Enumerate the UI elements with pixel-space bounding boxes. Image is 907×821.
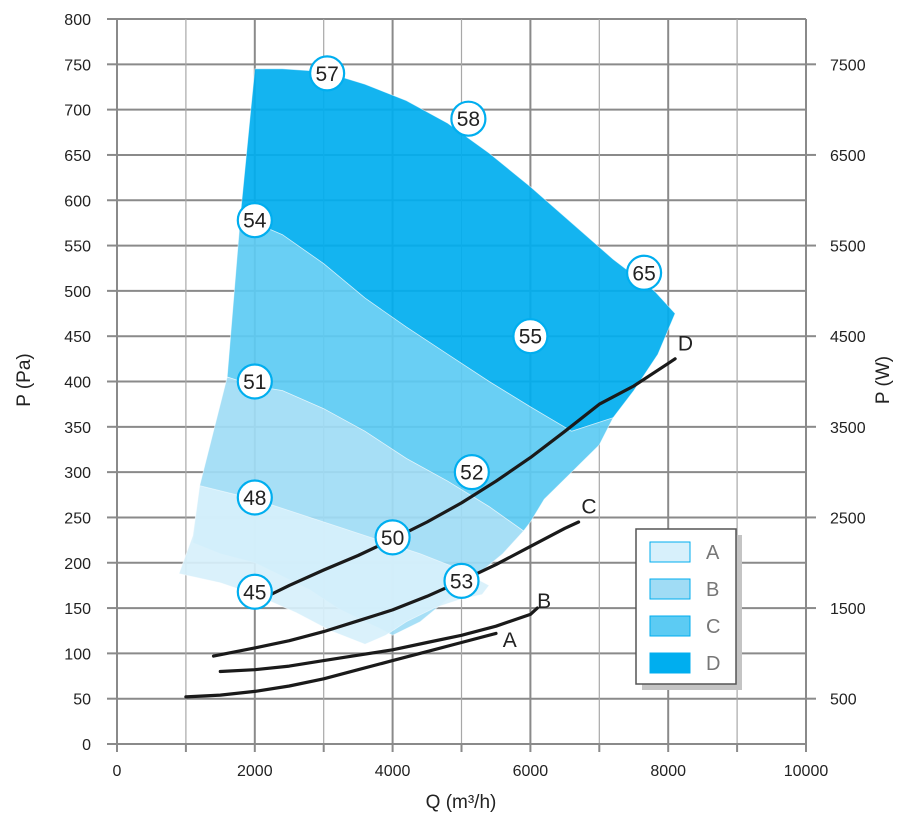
badge-label: 55: [519, 326, 542, 349]
curve-label-B: B: [537, 590, 551, 613]
y2-tick-label: 2500: [830, 510, 866, 527]
y2-tick-label: 7500: [830, 57, 866, 74]
curve-label-A: A: [503, 629, 517, 652]
legend-swatch: [649, 615, 691, 637]
badge-label: 54: [243, 210, 267, 233]
y-tick-label: 450: [64, 329, 91, 346]
y2-tick-label: 4500: [830, 329, 866, 346]
curve-D: [260, 357, 677, 601]
legend-swatch: [649, 578, 691, 600]
badge-circle: [450, 100, 487, 137]
badge-55: 55: [512, 318, 549, 355]
curve-label-C: C: [581, 496, 596, 519]
y2-tick-label: 5500: [830, 239, 866, 256]
curve-C: [211, 520, 581, 658]
x-tick-label: 2000: [237, 763, 273, 780]
x-tick-label: 8000: [650, 763, 686, 780]
curve-A: [184, 631, 498, 699]
y-tick-label: 50: [73, 692, 91, 709]
region-areas: [178, 68, 676, 645]
badge-label: 52: [460, 462, 483, 485]
y-tick-label: 550: [64, 239, 91, 256]
curve-label-D: D: [678, 332, 693, 355]
y-tick-label: 250: [64, 510, 91, 527]
x-tick-label: 10000: [784, 763, 829, 780]
badge-label: 48: [243, 487, 266, 510]
badge-58: 58: [450, 100, 487, 137]
legend-entry-B: B: [649, 578, 719, 601]
y2-tick-label: 6500: [830, 148, 866, 165]
badge-circle: [236, 363, 273, 400]
legend-entry-C: C: [649, 615, 720, 638]
y-tick-label: 650: [64, 148, 91, 165]
badge-65: 65: [625, 254, 663, 291]
axis-ticks: 0501001502002503003504004505005506006507…: [64, 12, 865, 780]
x-tick-label: 6000: [513, 763, 549, 780]
y2-axis-label: P (W): [873, 356, 894, 404]
badge-50: 50: [374, 519, 411, 556]
badge-circle: [236, 573, 273, 610]
badge-54: 54: [236, 202, 273, 239]
y-tick-label: 800: [64, 12, 91, 29]
badge-48: 48: [236, 479, 273, 516]
badge-label: 45: [243, 581, 266, 604]
y2-tick-label: 3500: [830, 420, 866, 437]
badge-label: 50: [381, 527, 404, 550]
badge-circle: [443, 562, 480, 599]
badge-53: 53: [443, 562, 480, 599]
badge-label: 65: [632, 262, 655, 285]
legend-label: A: [706, 542, 720, 564]
badge-label: 58: [457, 108, 480, 131]
y-tick-label: 400: [64, 375, 91, 392]
badge-circle: [309, 55, 346, 92]
badge-circle: [512, 318, 549, 355]
y2-tick-label: 500: [830, 692, 857, 709]
legend-label: C: [706, 616, 720, 638]
legend-entry-A: A: [649, 541, 720, 564]
badge-52: 52: [453, 454, 490, 491]
x-tick-label: 4000: [375, 763, 411, 780]
y-tick-label: 100: [64, 646, 91, 663]
badge-57: 57: [309, 55, 346, 92]
badge-label: 53: [450, 570, 473, 593]
curve-labels: AB C D: [503, 332, 693, 651]
y-tick-label: 300: [64, 465, 91, 482]
y2-tick-label: 1500: [830, 601, 866, 618]
x-tick-label: 0: [113, 763, 122, 780]
legend-entry-D: D: [649, 652, 720, 675]
legend-label: D: [706, 653, 720, 675]
curve-B: [218, 606, 539, 674]
badge-label: 57: [315, 63, 338, 86]
legend-label: B: [706, 579, 719, 601]
badge-circle: [374, 519, 411, 556]
y-tick-label: 700: [64, 103, 91, 120]
y-tick-label: 0: [82, 737, 91, 754]
y-axis-label: P (Pa): [14, 353, 35, 407]
badge-circle: [625, 254, 663, 291]
annotation-badges: 57 58 54 65 55 51 52 48 50 53 45: [236, 55, 663, 610]
badge-circle: [236, 202, 273, 239]
y-tick-label: 200: [64, 556, 91, 573]
x-axis-label: Q (m³/h): [426, 792, 497, 813]
y-tick-label: 150: [64, 601, 91, 618]
y-tick-label: 500: [64, 284, 91, 301]
badge-45: 45: [236, 573, 273, 610]
curve-lines: [184, 357, 677, 699]
y-tick-label: 750: [64, 57, 91, 74]
legend-swatch: [649, 541, 691, 563]
y-tick-label: 350: [64, 420, 91, 437]
badge-51: 51: [236, 363, 273, 400]
badge-label: 51: [243, 371, 266, 394]
badge-circle: [453, 454, 490, 491]
y-tick-label: 600: [64, 193, 91, 210]
badge-circle: [236, 479, 273, 516]
legend-swatch: [649, 652, 691, 674]
